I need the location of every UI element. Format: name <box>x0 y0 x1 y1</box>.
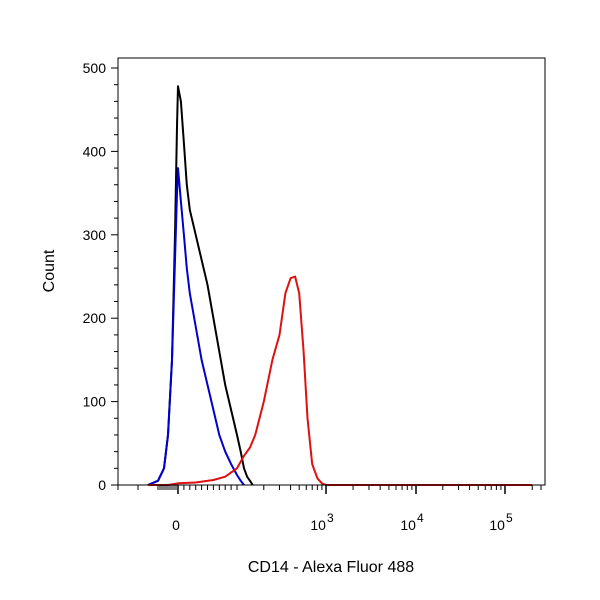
x-tick-label: 0 <box>172 517 180 533</box>
y-tick-label: 100 <box>83 394 107 410</box>
x-tick-label: 104 <box>400 511 424 533</box>
x-tick-exponent: 5 <box>506 511 513 525</box>
labels-group: 0 100 200 300 400 500 0 103 104 105 CD14 - Alexa F… <box>41 60 513 576</box>
x-axis-title: CD14 - Alexa Fluor 488 <box>248 559 414 576</box>
x-tick-exponent: 3 <box>327 511 334 525</box>
x-tick-exponent: 4 <box>417 511 424 525</box>
y-tick-label: 300 <box>83 227 107 243</box>
x-tick-label: 105 <box>489 511 513 533</box>
x-tick-label: 103 <box>310 511 334 533</box>
axes-group <box>111 57 546 494</box>
plot-frame <box>117 57 546 486</box>
y-tick-label: 400 <box>83 143 107 159</box>
series-line-2 <box>147 167 245 486</box>
series-group <box>147 85 533 486</box>
series-line-1 <box>147 85 254 486</box>
y-tick-label: 500 <box>83 60 107 76</box>
series-line-3 <box>148 275 533 486</box>
y-tick-label: 200 <box>83 310 107 326</box>
y-tick-label: 0 <box>98 477 106 493</box>
y-axis-title: Count <box>41 249 58 292</box>
